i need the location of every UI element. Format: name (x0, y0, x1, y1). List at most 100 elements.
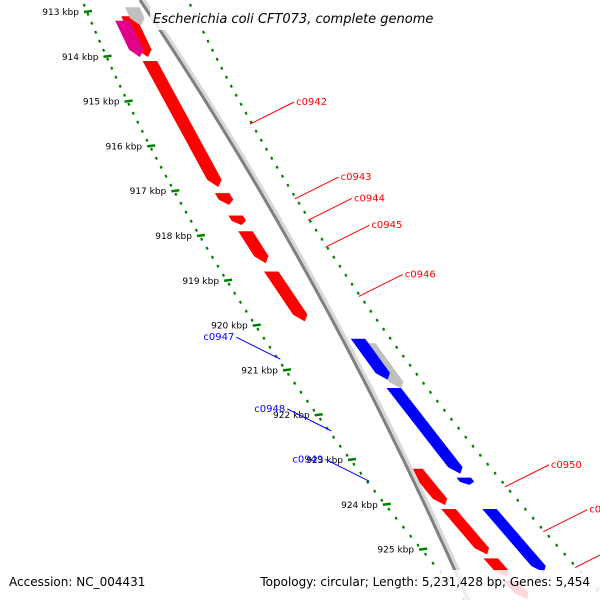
inner-track-dot (145, 138, 149, 142)
inner-track-dot (221, 273, 226, 277)
tick-label: 914 kbp (62, 53, 99, 63)
gene-arrow[interactable] (456, 477, 475, 485)
gene-label[interactable]: c0950 (551, 460, 582, 471)
gene-label[interactable]: c0945 (371, 220, 402, 231)
gene-arrow[interactable] (386, 388, 463, 474)
tick-label-layer: 913 kbp 914 kbp 915 kbp 916 kbp 917 kbp 918 k… (42, 8, 428, 556)
gene-arrow[interactable] (263, 271, 308, 322)
major-tick-mark (282, 368, 292, 372)
inner-track-dot (86, 12, 90, 16)
gene-leader-line (286, 408, 332, 432)
tick-label: 924 kbp (341, 501, 378, 511)
major-tick-mark (223, 278, 233, 283)
tick-label: 919 kbp (182, 277, 219, 287)
gene-arrow[interactable] (408, 468, 448, 506)
gene-leader-line (504, 464, 550, 488)
outer-track-dot (291, 192, 296, 196)
inner-track-dot (194, 228, 199, 232)
gene-label[interactable]: c0952 (589, 505, 600, 516)
inner-track-dot (312, 408, 316, 412)
tick-label: 913 kbp (42, 8, 79, 18)
gene-leader-line (294, 176, 339, 200)
gene-arrow[interactable] (115, 20, 144, 58)
inner-track-dot (159, 165, 163, 169)
major-tick-mark (347, 457, 357, 462)
gene-arrow[interactable] (482, 509, 546, 573)
outer-track-dot (275, 165, 279, 169)
inner-track-dot (164, 174, 168, 178)
title-background (150, 8, 450, 30)
inner-track-dot (305, 399, 309, 403)
inner-track-dot (409, 534, 413, 538)
inner-track-dot (401, 525, 405, 529)
inner-track-dot (131, 111, 135, 115)
gene-arrow[interactable] (214, 193, 234, 205)
tick-label: 917 kbp (130, 187, 167, 197)
inner-track-dot (102, 48, 106, 52)
gene-arrow[interactable] (441, 509, 490, 555)
outer-track-dot (486, 462, 490, 466)
gene-label[interactable]: c0949 (292, 454, 323, 465)
inner-track-dot (394, 516, 398, 520)
inner-track-dot (293, 381, 297, 385)
outer-track-dot (220, 66, 224, 70)
outer-track-dot (206, 39, 210, 43)
outer-track-dot (259, 138, 263, 142)
outer-track-dot (547, 534, 551, 538)
outer-track-dot (254, 129, 258, 133)
outer-track-dot (508, 489, 512, 493)
gene-label[interactable]: c0942 (296, 97, 327, 108)
inner-track-dot (110, 66, 114, 70)
gene-arrow[interactable] (238, 231, 269, 264)
inner-track-dot (387, 507, 391, 511)
outer-track-dot (297, 201, 301, 205)
outer-track-dot (388, 336, 392, 340)
outer-track-dot (239, 102, 243, 106)
gene-leader-line (574, 554, 600, 568)
outer-track-dot (471, 444, 475, 448)
inner-track-dot (373, 489, 377, 493)
gene-arrow[interactable] (142, 61, 222, 188)
outer-track-dot (563, 552, 567, 556)
inner-track-dot (169, 183, 173, 187)
outer-track-dot (210, 48, 215, 52)
gene-label[interactable]: c0948 (254, 404, 285, 415)
major-tick-mark (103, 54, 112, 59)
outer-track-dot (428, 390, 433, 394)
outer-track-dot (314, 228, 318, 232)
major-tick-mark (147, 144, 156, 148)
inner-track-dot (244, 309, 248, 313)
gene-arrow[interactable] (228, 215, 247, 226)
major-tick-mark (252, 323, 261, 327)
inner-track-dot (352, 462, 356, 466)
inner-track-dot (423, 552, 428, 556)
tick-label: 922 kbp (273, 411, 310, 421)
inner-track-dot (238, 300, 243, 304)
gene-layer (115, 7, 546, 600)
gene-label[interactable]: c0943 (341, 172, 372, 183)
gene-arrow[interactable] (125, 7, 145, 26)
inner-track-dot (82, 3, 86, 7)
gene-label[interactable]: c0944 (354, 193, 385, 204)
outer-track-dot (215, 57, 219, 61)
gene-arrow[interactable] (350, 338, 390, 380)
major-tick-mark (124, 99, 133, 103)
inner-track-dot (359, 471, 363, 475)
gene-label[interactable]: c0946 (405, 269, 436, 280)
major-tick-mark (418, 547, 428, 551)
accession-label: Accession: NC_004431 (9, 575, 145, 589)
outer-track-dot (344, 273, 348, 277)
tick-label: 918 kbp (155, 232, 192, 242)
outer-track-dot (493, 471, 497, 475)
gene-label[interactable]: c0947 (203, 332, 234, 343)
outer-track-dot (464, 435, 468, 439)
tick-label: 920 kbp (211, 322, 248, 332)
inner-track-dot (118, 84, 122, 88)
outer-track-dot (442, 408, 446, 412)
outer-track-dot (571, 561, 575, 565)
inner-track-dot (205, 246, 209, 250)
inner-track-dot (189, 219, 193, 223)
tick-label: 925 kbp (377, 546, 414, 556)
